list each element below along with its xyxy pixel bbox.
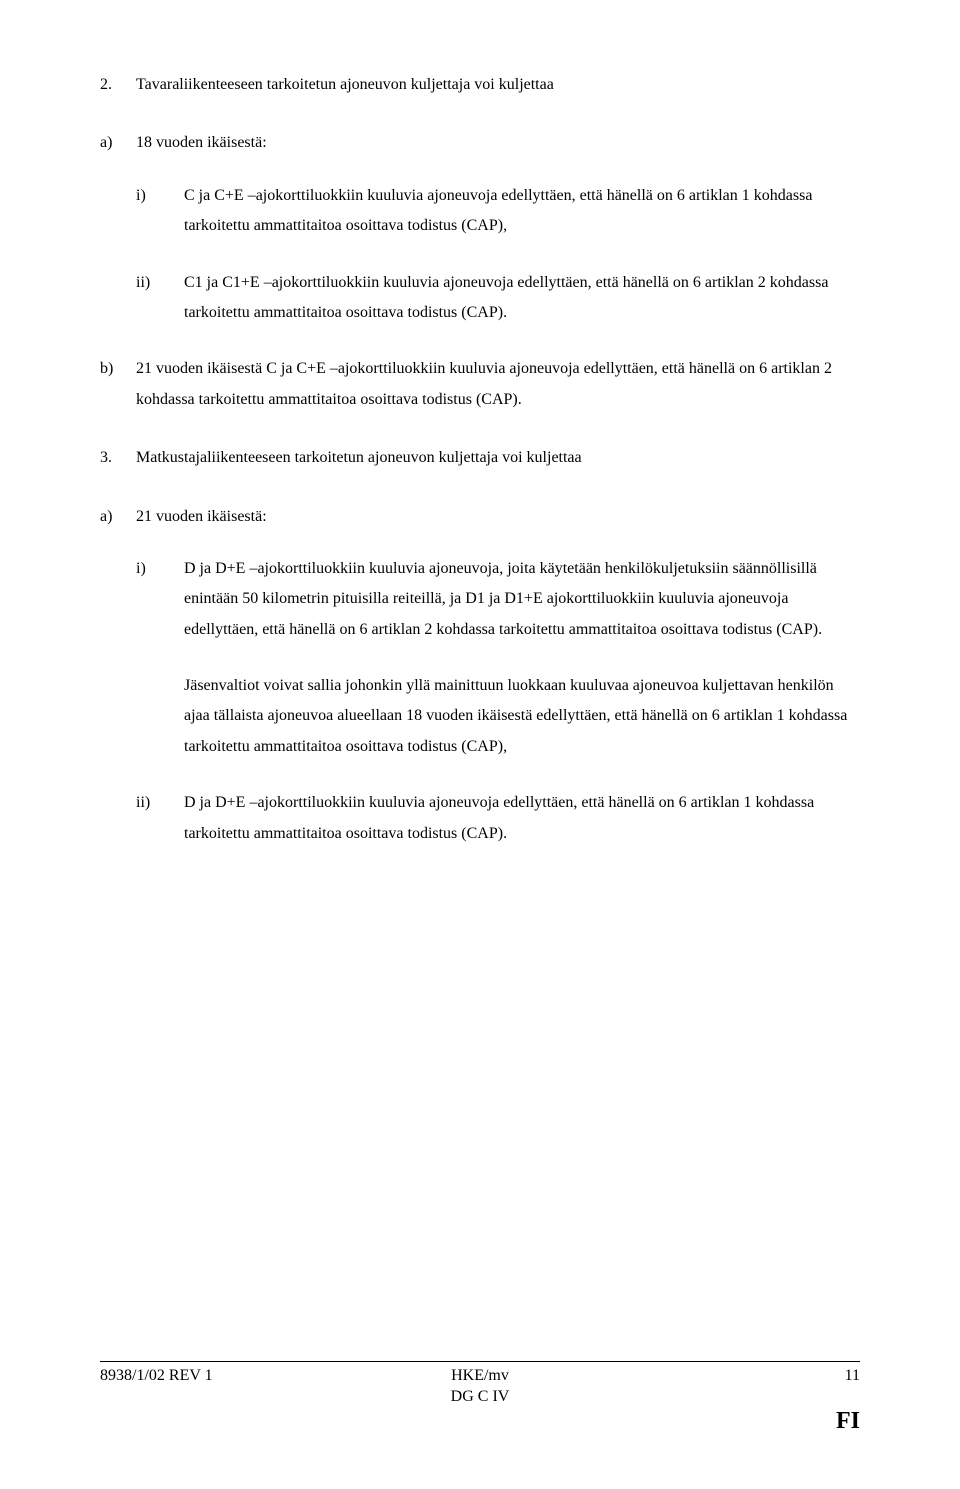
footer-author: HKE/mv — [353, 1366, 606, 1387]
section-2-heading: 2. Tavaraliikenteeseen tarkoitetun ajone… — [100, 70, 860, 100]
roman-marker: i) — [136, 181, 184, 242]
footer-empty — [100, 1387, 353, 1408]
section-text: Tavaraliikenteeseen tarkoitetun ajoneuvo… — [136, 70, 860, 100]
section-number: 3. — [100, 443, 136, 473]
section-2a-items: i) C ja C+E –ajokorttiluokkiin kuuluvia … — [136, 181, 860, 329]
footer-row-2: DG C IV — [100, 1387, 860, 1408]
section-3a-items: i) D ja D+E –ajokorttiluokkiin kuuluvia … — [136, 554, 860, 645]
roman-marker: ii) — [136, 268, 184, 329]
footer-doc-ref: 8938/1/02 REV 1 — [100, 1366, 353, 1387]
section-2b: b) 21 vuoden ikäisestä C ja C+E –ajokort… — [100, 354, 860, 415]
item-3a-i: i) D ja D+E –ajokorttiluokkiin kuuluvia … — [136, 554, 860, 645]
item-3a-ii: ii) D ja D+E –ajokorttiluokkiin kuuluvia… — [136, 788, 860, 849]
item-2a-i: i) C ja C+E –ajokorttiluokkiin kuuluvia … — [136, 181, 860, 242]
footer-empty-right — [607, 1387, 860, 1408]
section-number: 2. — [100, 70, 136, 100]
letter-marker: b) — [100, 354, 136, 415]
section-text: Matkustajaliikenteeseen tarkoitetun ajon… — [136, 443, 860, 473]
section-3a-items-cont: ii) D ja D+E –ajokorttiluokkiin kuuluvia… — [136, 788, 860, 849]
section-2a: a) 18 vuoden ikäisestä: — [100, 128, 860, 158]
document-body: 2. Tavaraliikenteeseen tarkoitetun ajone… — [100, 70, 860, 849]
letter-marker: a) — [100, 128, 136, 158]
roman-text: C ja C+E –ajokorttiluokkiin kuuluvia ajo… — [184, 181, 860, 242]
section-3-heading: 3. Matkustajaliikenteeseen tarkoitetun a… — [100, 443, 860, 473]
item-3a-i-extra-paragraph: Jäsenvaltiot voivat sallia johonkin yllä… — [184, 671, 860, 762]
footer-page-number: 11 — [607, 1366, 860, 1387]
letter-marker: a) — [100, 502, 136, 532]
roman-text: C1 ja C1+E –ajokorttiluokkiin kuuluvia a… — [184, 268, 860, 329]
footer-department: DG C IV — [353, 1387, 606, 1408]
letter-text: 21 vuoden ikäisestä: — [136, 502, 860, 532]
letter-text: 21 vuoden ikäisestä C ja C+E –ajokorttil… — [136, 354, 860, 415]
roman-text: D ja D+E –ajokorttiluokkiin kuuluvia ajo… — [184, 788, 860, 849]
roman-marker: ii) — [136, 788, 184, 849]
letter-text: 18 vuoden ikäisestä: — [136, 128, 860, 158]
page-footer: 8938/1/02 REV 1 HKE/mv 11 DG C IV FI — [100, 1361, 860, 1445]
roman-marker: i) — [136, 554, 184, 645]
section-3a: a) 21 vuoden ikäisestä: — [100, 502, 860, 532]
item-2a-ii: ii) C1 ja C1+E –ajokorttiluokkiin kuuluv… — [136, 268, 860, 329]
footer-divider — [100, 1361, 860, 1362]
roman-text: D ja D+E –ajokorttiluokkiin kuuluvia ajo… — [184, 554, 860, 645]
footer-row-1: 8938/1/02 REV 1 HKE/mv 11 — [100, 1366, 860, 1387]
